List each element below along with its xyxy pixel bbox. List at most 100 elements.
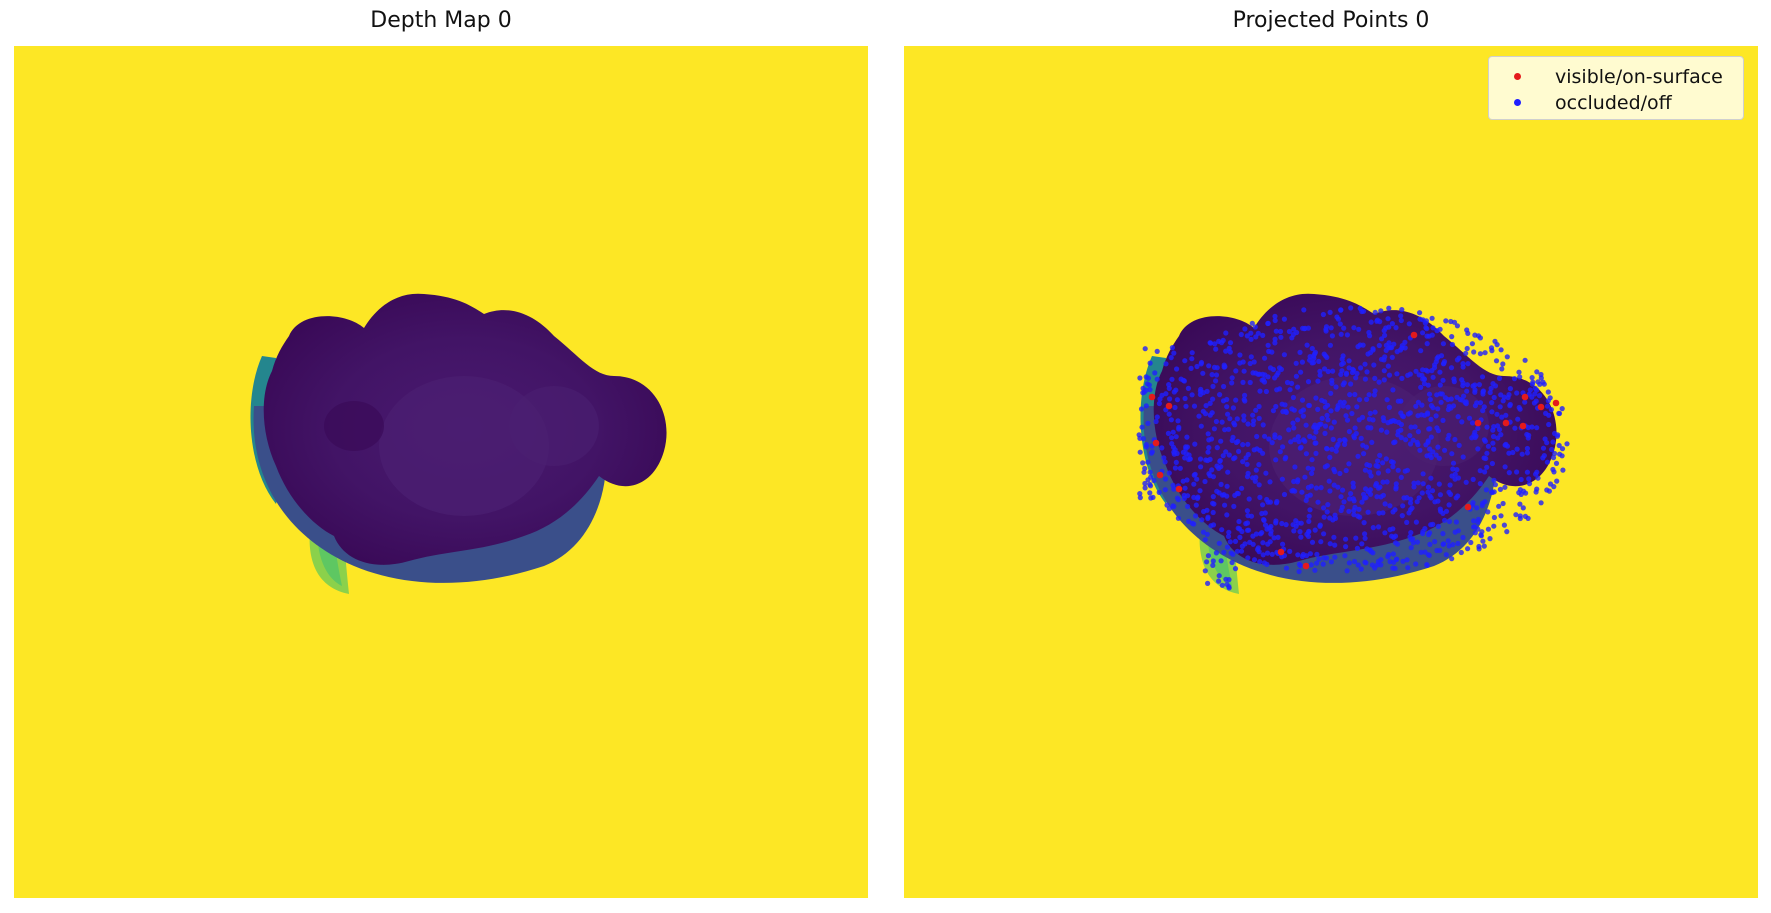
occluded-point	[1353, 430, 1359, 437]
occluded-point	[1303, 553, 1310, 559]
occluded-point	[1553, 460, 1560, 466]
occluded-point	[1224, 483, 1230, 489]
occluded-point	[1465, 546, 1471, 552]
occluded-point	[1408, 530, 1414, 536]
occluded-point	[1425, 438, 1431, 444]
occluded-point	[1293, 373, 1299, 379]
occluded-point	[1327, 454, 1333, 460]
occluded-point	[1308, 562, 1314, 568]
occluded-point	[1291, 528, 1297, 534]
occluded-point	[1169, 435, 1175, 441]
red-dot-icon	[1514, 73, 1521, 80]
occluded-point	[1458, 549, 1464, 556]
occluded-point	[1191, 521, 1197, 527]
occluded-point	[1153, 418, 1159, 425]
occluded-point	[1512, 425, 1518, 431]
occluded-point	[1254, 433, 1260, 440]
occluded-point	[1427, 396, 1433, 403]
occluded-point	[1257, 559, 1263, 565]
occluded-point	[1415, 429, 1421, 435]
occluded-point	[1529, 375, 1535, 381]
occluded-point	[1145, 459, 1151, 465]
occluded-point	[1374, 494, 1380, 500]
occluded-point	[1329, 333, 1335, 339]
occluded-point	[1359, 499, 1365, 505]
occluded-point	[1550, 439, 1556, 445]
occluded-point	[1325, 368, 1331, 375]
occluded-point	[1380, 492, 1386, 498]
occluded-point	[1487, 536, 1493, 542]
occluded-point	[1513, 512, 1519, 518]
occluded-point	[1323, 324, 1330, 330]
occluded-point	[1479, 374, 1486, 380]
occluded-point	[1472, 387, 1478, 393]
occluded-point	[1300, 325, 1306, 331]
occluded-point	[1147, 481, 1153, 487]
occluded-point	[1395, 428, 1401, 434]
occluded-point	[1435, 523, 1441, 529]
occluded-point	[1189, 350, 1195, 356]
occluded-point	[1497, 404, 1503, 410]
occluded-point	[1398, 421, 1404, 428]
occluded-point	[1559, 406, 1565, 412]
occluded-point	[1474, 400, 1480, 406]
occluded-point	[1243, 455, 1249, 461]
occluded-point	[1339, 361, 1345, 367]
occluded-point	[1342, 437, 1348, 444]
occluded-point	[1358, 435, 1364, 441]
occluded-point	[1301, 437, 1307, 443]
projected-points-canvas	[904, 46, 1758, 898]
occluded-point	[1408, 545, 1414, 551]
occluded-point	[1170, 482, 1176, 488]
occluded-point	[1461, 393, 1467, 399]
occluded-point	[1328, 559, 1334, 565]
occluded-point	[1445, 538, 1451, 544]
occluded-point	[1386, 340, 1392, 346]
occluded-point	[1492, 383, 1499, 389]
occluded-point	[1372, 309, 1378, 315]
occluded-point	[1316, 358, 1322, 364]
occluded-point	[1540, 445, 1547, 451]
occluded-point	[1502, 464, 1508, 470]
occluded-point	[1242, 398, 1248, 404]
occluded-point	[1277, 386, 1283, 392]
occluded-point	[1313, 450, 1319, 456]
occluded-point	[1449, 473, 1455, 479]
occluded-point	[1398, 317, 1404, 324]
occluded-point	[1386, 404, 1392, 410]
occluded-point	[1504, 529, 1510, 535]
occluded-point	[1142, 465, 1148, 472]
occluded-point	[1225, 411, 1231, 417]
occluded-point	[1327, 541, 1333, 547]
occluded-point	[1251, 359, 1257, 365]
occluded-point	[1166, 506, 1172, 512]
occluded-point	[1301, 307, 1307, 313]
occluded-point	[1334, 314, 1340, 320]
occluded-point	[1414, 539, 1420, 545]
occluded-point	[1175, 418, 1181, 424]
occluded-point	[1522, 399, 1528, 405]
occluded-point	[1337, 470, 1343, 477]
occluded-point	[1522, 357, 1528, 363]
occluded-point	[1163, 361, 1169, 367]
occluded-point	[1175, 497, 1181, 503]
occluded-point	[1348, 491, 1354, 497]
occluded-point	[1266, 348, 1272, 354]
occluded-point	[1172, 465, 1178, 471]
occluded-point	[1342, 553, 1348, 559]
occluded-point	[1182, 485, 1188, 491]
occluded-point	[1498, 432, 1504, 438]
occluded-point	[1534, 425, 1540, 431]
occluded-point	[1233, 397, 1239, 403]
occluded-point	[1247, 360, 1253, 367]
occluded-point	[1376, 510, 1382, 516]
occluded-point	[1422, 320, 1428, 326]
occluded-point	[1364, 546, 1370, 552]
occluded-point	[1510, 449, 1516, 456]
occluded-point	[1393, 557, 1399, 563]
occluded-point	[1398, 398, 1404, 404]
occluded-point	[1309, 466, 1316, 472]
occluded-point	[1389, 533, 1395, 539]
occluded-point	[1307, 551, 1313, 557]
occluded-point	[1408, 424, 1414, 430]
